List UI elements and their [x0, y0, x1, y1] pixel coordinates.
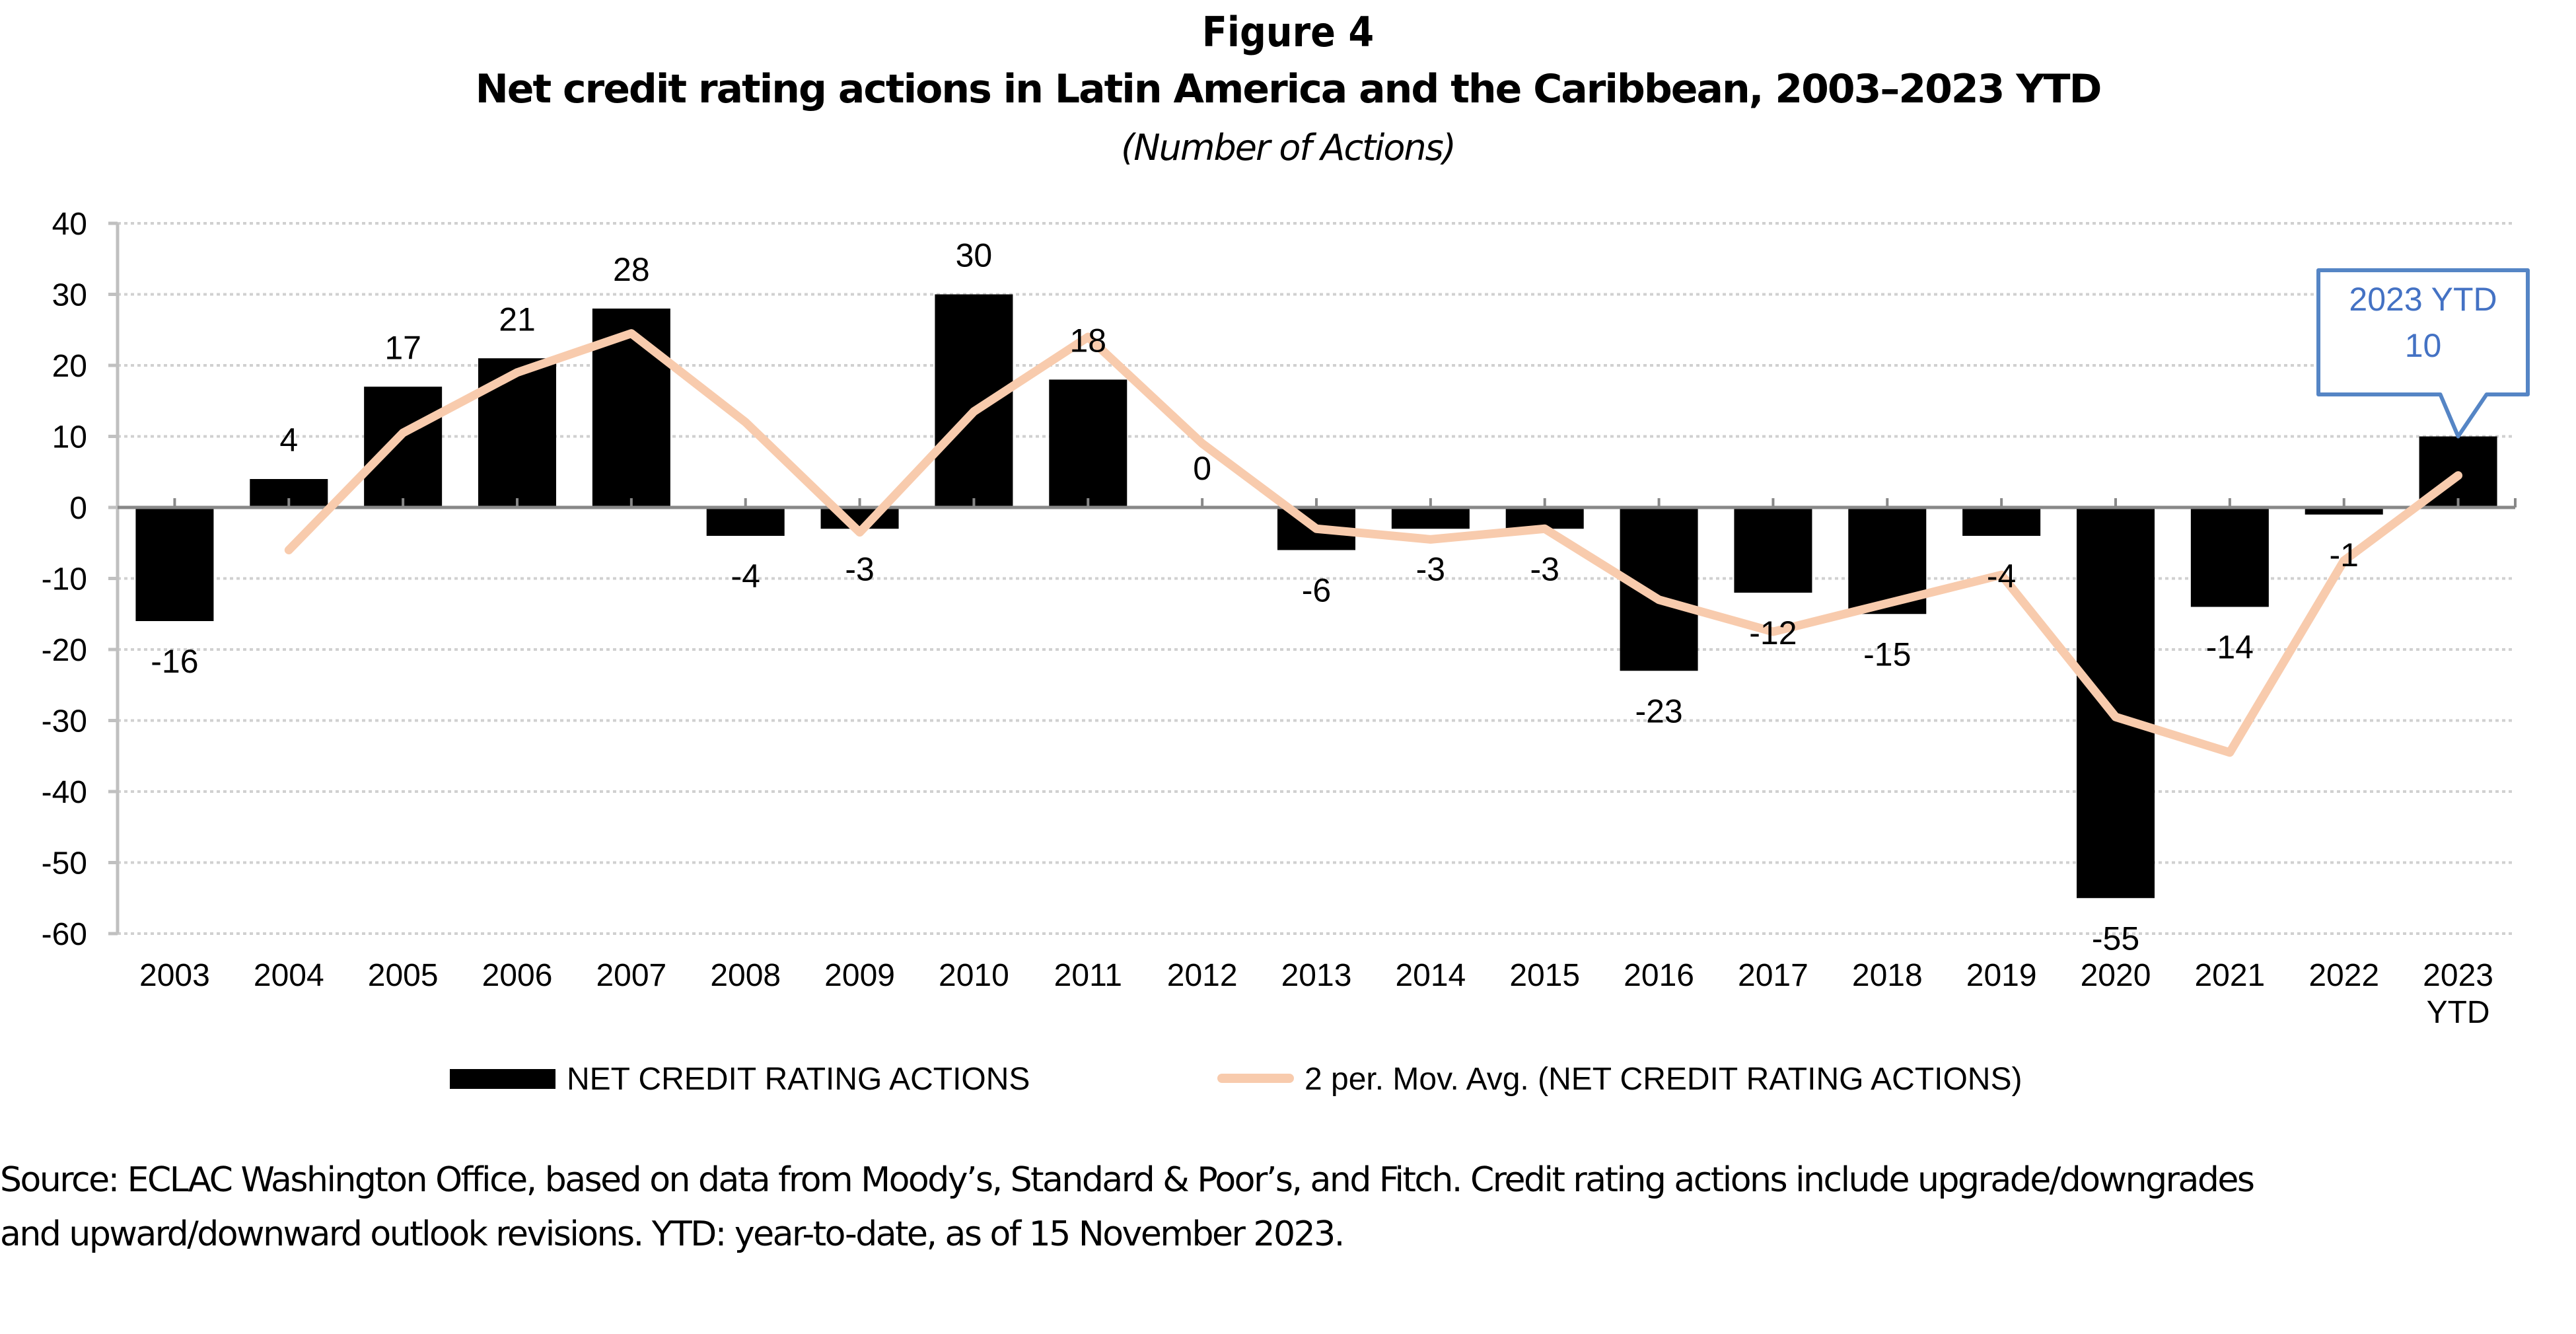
bar [1049, 379, 1127, 507]
legend-label-line: 2 per. Mov. Avg. (NET CREDIT RATING ACTI… [1305, 1062, 2022, 1097]
x-tick-label: 2006 [482, 958, 553, 993]
y-tick-label: -50 [42, 846, 87, 881]
x-tick-label: 2016 [1624, 958, 1694, 993]
bar [1620, 507, 1698, 671]
data-label: 17 [384, 329, 421, 366]
source-note-line2: and upward/downward outlook revisions. Y… [0, 1214, 1345, 1254]
x-tick-labels: 2003 2004 2005 2006 2007 2008 2009 2010 2011 2012… [139, 958, 2493, 1030]
bar [2305, 507, 2383, 515]
x-tick-label: 2013 [1281, 958, 1352, 993]
axes [108, 221, 2517, 936]
x-tick-label: 2005 [368, 958, 439, 993]
bar [1391, 507, 1470, 529]
callout-box [2316, 268, 2530, 439]
y-tick-label: 0 [69, 491, 87, 526]
data-label: 18 [1069, 322, 1106, 359]
data-label: -55 [2092, 920, 2139, 957]
legend: NET CREDIT RATING ACTIONS 2 per. Mov. Avg… [450, 1062, 2022, 1097]
data-label: 30 [956, 237, 993, 274]
data-label: -15 [1863, 636, 1911, 673]
bar [364, 387, 443, 507]
data-label: -16 [151, 643, 198, 680]
y-tick-label: 30 [52, 278, 87, 313]
x-tick-label: 2012 [1167, 958, 1238, 993]
data-label: -4 [1987, 558, 2016, 595]
data-label: -3 [1416, 550, 1445, 587]
moving-average-line [284, 329, 2463, 757]
data-label: -3 [845, 550, 874, 587]
data-label: -4 [731, 558, 760, 595]
source-note: Source: ECLAC Washington Office, based o… [0, 1153, 2576, 1261]
data-label: -3 [1530, 550, 1559, 587]
chart-subtitle: (Number of Actions) [1121, 127, 1456, 168]
y-tick-label: 20 [52, 349, 87, 384]
bar [135, 507, 214, 621]
x-tick-label: 2004 [254, 958, 324, 993]
data-label: -6 [1302, 572, 1331, 609]
x-tick-label: 2007 [596, 958, 666, 993]
bar [2190, 507, 2269, 607]
x-tick-label: 2023 YTD [2423, 958, 2493, 1030]
y-tick-label: -10 [42, 562, 87, 597]
legend-swatch-bars [450, 1069, 555, 1089]
bar [1734, 507, 1812, 593]
data-label: 21 [499, 301, 536, 338]
y-tick-label: 10 [52, 420, 87, 455]
callout-text: 10 [2405, 327, 2442, 364]
x-tick-label: 2018 [1852, 958, 1923, 993]
data-label: -14 [2206, 629, 2254, 666]
x-tick-label: 2019 [1966, 958, 2037, 993]
data-labels: -16 4 17 21 28 -4 -3 30 18 0 -6 -3 -3 -23 -12 -15 -4 -55 -… [151, 237, 2359, 957]
source-note-line1: Source: ECLAC Washington Office, based o… [0, 1160, 2255, 1200]
x-tick-label: 2010 [939, 958, 1009, 993]
y-tick-labels: 40 30 20 10 0 -10 -20 -30 -40 -50 -60 [42, 207, 87, 952]
data-label: 0 [1193, 450, 1211, 487]
bar [2077, 507, 2155, 899]
chart-title: Net credit rating actions in Latin Ameri… [475, 66, 2102, 112]
bar [478, 358, 556, 507]
y-tick-label: -60 [42, 917, 87, 952]
data-label: -1 [2329, 537, 2358, 574]
callout-text: 2023 YTD [2349, 281, 2497, 318]
bar [935, 294, 1013, 507]
bar [1962, 507, 2041, 536]
y-tick-label: 40 [52, 207, 87, 242]
x-tick-label: 2008 [710, 958, 781, 993]
data-label: -12 [1749, 614, 1797, 651]
x-tick-label: 2003 [139, 958, 210, 993]
y-tick-label: -30 [42, 704, 87, 739]
data-label: 28 [613, 251, 650, 288]
x-tick-label: 2020 [2081, 958, 2151, 993]
y-tick-label: -40 [42, 775, 87, 810]
moving-average-polyline [284, 329, 2463, 757]
x-tick-label: 2014 [1395, 958, 1466, 993]
data-label: 4 [279, 422, 298, 459]
x-tick-label: 2022 [2308, 958, 2379, 993]
legend-label-bars: NET CREDIT RATING ACTIONS [567, 1062, 1030, 1097]
data-label: -23 [1635, 692, 1682, 729]
figure-number: Figure 4 [1201, 8, 1375, 56]
x-tick-label: 2015 [1509, 958, 1580, 993]
x-tick-label: 2009 [824, 958, 895, 993]
y-tick-label: -20 [42, 633, 87, 668]
x-tick-label: 2017 [1738, 958, 1808, 993]
bar [706, 507, 785, 536]
x-tick-label: 2011 [1054, 958, 1122, 993]
x-tick-label: 2021 [2194, 958, 2265, 993]
callout-annotation: 2023 YTD 10 [2316, 268, 2530, 439]
